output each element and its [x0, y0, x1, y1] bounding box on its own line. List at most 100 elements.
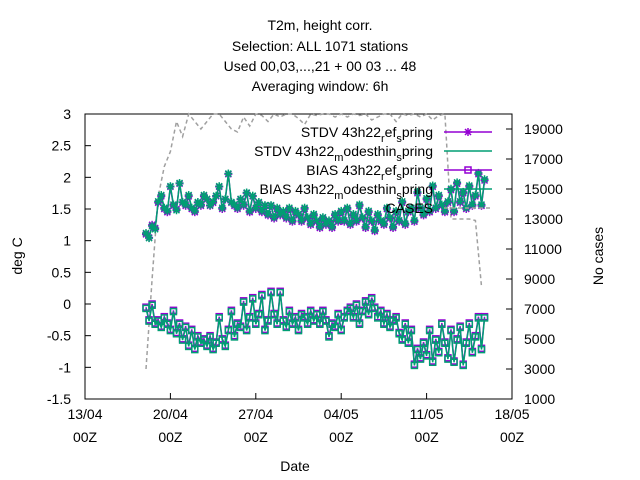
legend-label: CASES — [386, 200, 433, 216]
bias-mod-point — [206, 333, 214, 341]
stdv-mod-point — [392, 206, 401, 215]
bias-mod-point — [249, 295, 257, 303]
stdv-mod-point — [370, 225, 379, 234]
stdv-mod-point — [306, 219, 315, 228]
bias-mod-point — [221, 342, 230, 351]
y-tick-label: 1.5 — [52, 201, 72, 217]
stdv-mod-point — [257, 206, 266, 215]
bias-mod-point — [224, 326, 233, 335]
x-tick-label: 20/04 — [153, 406, 188, 422]
bias-mod-point — [294, 326, 303, 335]
stdv-mod-point — [282, 213, 291, 222]
stdv-mod-point — [361, 222, 370, 231]
bias-mod-point — [252, 320, 260, 329]
bias-mod-point — [178, 336, 187, 344]
bias-mod-point — [477, 345, 486, 354]
stdv-mod-point — [331, 210, 340, 219]
stdv-mod-point — [215, 182, 224, 191]
bias-mod-point — [352, 301, 361, 310]
x-tick-sublabel: 00Z — [73, 429, 98, 445]
bias-mod-point — [422, 352, 431, 360]
bias-mod-point — [261, 326, 269, 335]
stdv-mod-point — [471, 191, 480, 200]
bias-mod-point — [401, 320, 409, 329]
bias-mod-point — [383, 311, 391, 319]
bias-mod-point — [468, 349, 477, 357]
stdv-mod-point — [364, 206, 373, 215]
stdv-mod-point — [358, 213, 367, 222]
x-tick-sublabel: 00Z — [415, 429, 440, 445]
bias-mod-point — [325, 333, 333, 341]
stdv-mod-point — [245, 206, 254, 215]
bias-mod-point — [459, 361, 467, 370]
title-line-3: Used 00,03,...,21 + 00 03 ... 48 — [224, 58, 417, 74]
bias-mod-point — [230, 333, 239, 341]
bias-mod-point — [276, 288, 284, 297]
bias-mod-point — [407, 326, 416, 335]
stdv-mod-point — [398, 197, 407, 206]
stdv-mod-point — [285, 203, 294, 212]
stdv-mod-point — [273, 203, 282, 212]
y2-tick-label: 15000 — [524, 181, 563, 197]
x-tick-label: 18/05 — [494, 406, 529, 422]
stdv-mod-point — [233, 203, 242, 212]
stdv-mod-point — [218, 203, 227, 212]
bias-mod-point — [258, 292, 266, 300]
y2-tick-label: 13000 — [524, 211, 563, 227]
stdv-mod-point — [431, 203, 440, 212]
stdv-mod-point — [337, 206, 346, 215]
stdv-mod-point — [437, 200, 446, 209]
bias-mod-point — [392, 314, 400, 322]
stdv-mod-point — [480, 175, 489, 184]
axes-layer: -1.5 -1 -0.5 0 0.5 1 1.5 2 2.5 3 1000 3000 5000 7000 9… — [47, 106, 563, 445]
bias-mod-point — [447, 326, 455, 335]
legend-label: BIAS 43h22modesthinspring — [260, 181, 433, 202]
stdv-mod-point — [270, 213, 279, 222]
stdv-mod-point — [151, 225, 160, 234]
stdv-mod-point — [355, 200, 364, 209]
bias-mod-point — [245, 314, 254, 322]
x-tick-sublabel: 00Z — [244, 429, 269, 445]
stdv-mod-point — [209, 197, 218, 206]
bias-mod-point — [267, 288, 275, 297]
series-bias-mod-line — [145, 292, 486, 366]
stdv-mod-point — [419, 210, 428, 219]
y2-tick-label: 9000 — [524, 271, 555, 287]
stdv-mod-point — [172, 206, 181, 215]
y-tick-label: 3 — [63, 106, 71, 122]
y2-tick-label: 17000 — [524, 151, 563, 167]
bias-mod-point — [435, 349, 443, 357]
bias-mod-point — [425, 326, 434, 335]
bias-mod-point — [264, 317, 272, 325]
stdv-mod-point — [373, 210, 382, 219]
x-tick-label: 27/04 — [238, 406, 273, 422]
bias-mod-point — [413, 345, 422, 354]
bias-mod-point — [349, 314, 358, 322]
bias-mod-point — [255, 311, 263, 319]
stdv-mod-point — [303, 213, 312, 222]
stdv-mod-point — [407, 203, 416, 212]
stdv-mod-point — [212, 191, 221, 200]
series-layer — [142, 112, 489, 370]
legend-marker — [464, 166, 472, 174]
stdv-mod-point — [367, 216, 376, 225]
x-axis-label: Date — [280, 458, 310, 474]
stdv-mod-point — [288, 216, 297, 225]
bias-mod-point — [215, 314, 223, 322]
stdv-mod-point — [477, 200, 486, 209]
stdv-mod-point — [465, 181, 474, 190]
stdv-mod-point — [352, 216, 361, 225]
bias-mod-point — [480, 314, 489, 322]
bias-mod-point — [285, 307, 294, 316]
bias-mod-point — [172, 330, 181, 338]
bias-mod-point — [270, 311, 278, 319]
stdv-mod-point — [343, 203, 352, 212]
bias-mod-point — [367, 295, 376, 303]
bias-mod-point — [148, 301, 156, 310]
stdv-mod-point — [294, 210, 303, 219]
stdv-mod-point — [264, 210, 272, 219]
stdv-mod-point — [346, 219, 355, 228]
legend-label: BIAS 43h22refspring — [306, 162, 433, 183]
bias-mod-point — [188, 326, 196, 335]
